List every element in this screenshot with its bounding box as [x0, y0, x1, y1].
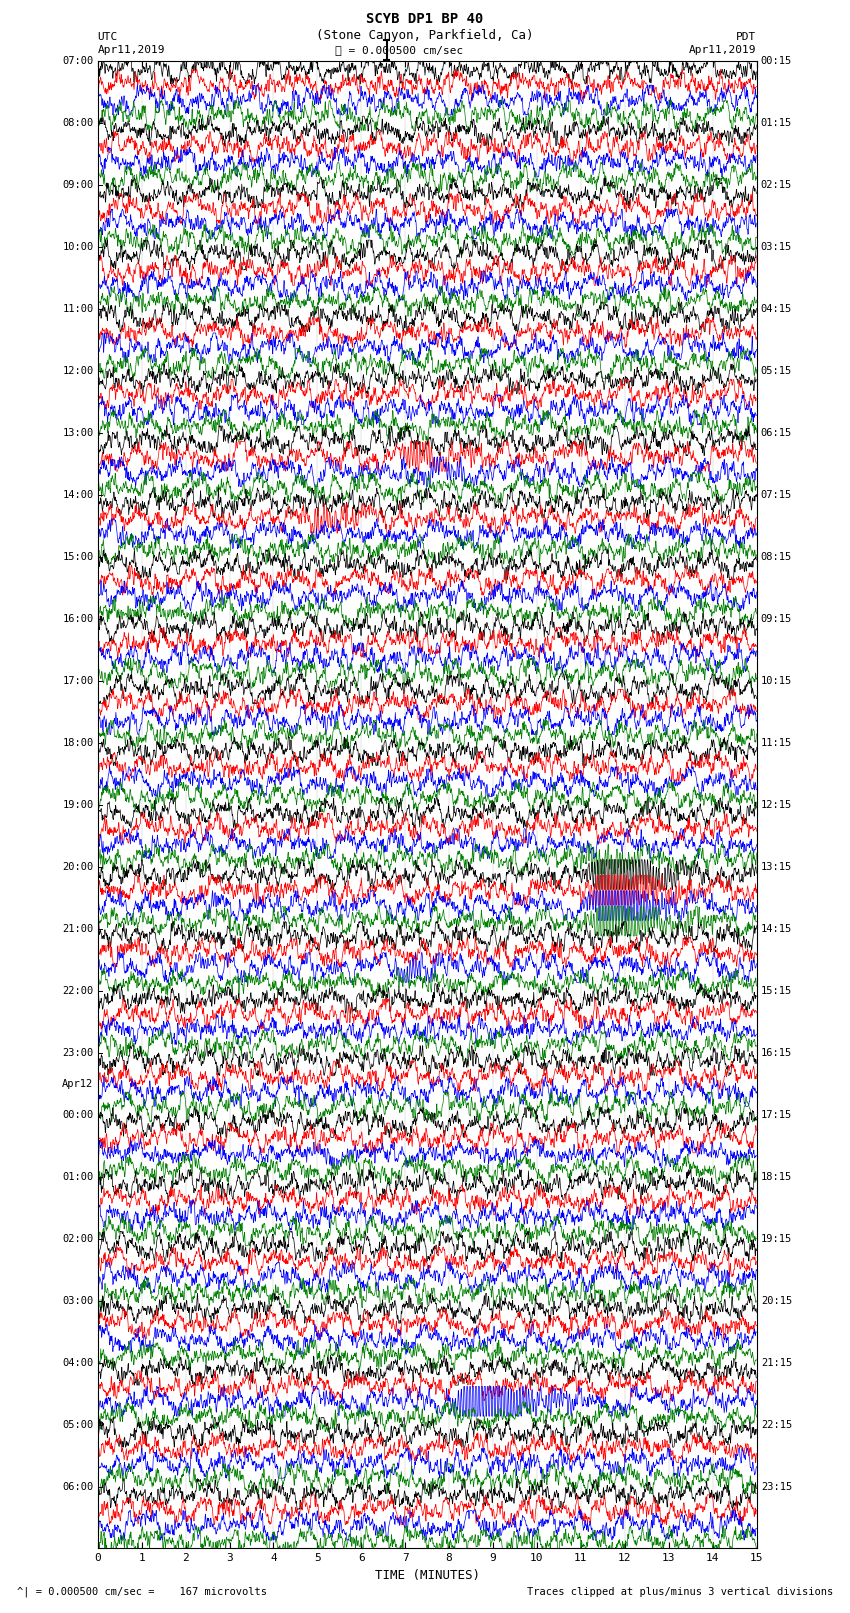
Text: 09:15: 09:15: [761, 615, 792, 624]
Text: 06:15: 06:15: [761, 427, 792, 439]
Text: 02:00: 02:00: [62, 1234, 94, 1244]
Text: 08:15: 08:15: [761, 552, 792, 561]
Text: 19:15: 19:15: [761, 1234, 792, 1244]
Text: 01:15: 01:15: [761, 118, 792, 129]
Text: 01:00: 01:00: [62, 1171, 94, 1182]
Text: 03:00: 03:00: [62, 1295, 94, 1305]
Text: ⏴ = 0.000500 cm/sec: ⏴ = 0.000500 cm/sec: [336, 45, 463, 55]
Text: PDT: PDT: [736, 32, 756, 42]
Text: 20:00: 20:00: [62, 861, 94, 873]
Text: 05:00: 05:00: [62, 1419, 94, 1429]
Text: 00:15: 00:15: [761, 56, 792, 66]
Text: 05:15: 05:15: [761, 366, 792, 376]
Text: 15:15: 15:15: [761, 986, 792, 995]
Text: 23:15: 23:15: [761, 1481, 792, 1492]
Text: 07:15: 07:15: [761, 490, 792, 500]
Text: 21:15: 21:15: [761, 1358, 792, 1368]
Text: Apr11,2019: Apr11,2019: [98, 45, 165, 55]
Text: 15:00: 15:00: [62, 552, 94, 561]
Text: 13:15: 13:15: [761, 861, 792, 873]
Text: 09:00: 09:00: [62, 181, 94, 190]
Text: 22:00: 22:00: [62, 986, 94, 995]
X-axis label: TIME (MINUTES): TIME (MINUTES): [375, 1569, 479, 1582]
Text: 16:00: 16:00: [62, 615, 94, 624]
Text: Apr12: Apr12: [62, 1079, 94, 1089]
Text: SCYB DP1 BP 40: SCYB DP1 BP 40: [366, 11, 484, 26]
Text: (Stone Canyon, Parkfield, Ca): (Stone Canyon, Parkfield, Ca): [316, 29, 534, 42]
Text: 21:00: 21:00: [62, 924, 94, 934]
Text: 11:00: 11:00: [62, 305, 94, 315]
Text: 16:15: 16:15: [761, 1048, 792, 1058]
Text: 00:00: 00:00: [62, 1110, 94, 1119]
Text: 17:15: 17:15: [761, 1110, 792, 1119]
Text: 18:00: 18:00: [62, 737, 94, 748]
Text: 20:15: 20:15: [761, 1295, 792, 1305]
Text: 19:00: 19:00: [62, 800, 94, 810]
Text: 06:00: 06:00: [62, 1481, 94, 1492]
Text: 07:00: 07:00: [62, 56, 94, 66]
Text: 13:00: 13:00: [62, 427, 94, 439]
Text: 14:00: 14:00: [62, 490, 94, 500]
Text: 23:00: 23:00: [62, 1048, 94, 1058]
Text: Traces clipped at plus/minus 3 vertical divisions: Traces clipped at plus/minus 3 vertical …: [527, 1587, 833, 1597]
Text: ^| = 0.000500 cm/sec =    167 microvolts: ^| = 0.000500 cm/sec = 167 microvolts: [17, 1586, 267, 1597]
Text: 04:00: 04:00: [62, 1358, 94, 1368]
Text: 17:00: 17:00: [62, 676, 94, 686]
Text: 11:15: 11:15: [761, 737, 792, 748]
Text: 18:15: 18:15: [761, 1171, 792, 1182]
Text: 12:15: 12:15: [761, 800, 792, 810]
Text: 10:00: 10:00: [62, 242, 94, 252]
Text: 02:15: 02:15: [761, 181, 792, 190]
Text: Apr11,2019: Apr11,2019: [689, 45, 756, 55]
Text: UTC: UTC: [98, 32, 118, 42]
Text: 22:15: 22:15: [761, 1419, 792, 1429]
Text: 10:15: 10:15: [761, 676, 792, 686]
Text: 03:15: 03:15: [761, 242, 792, 252]
Text: 08:00: 08:00: [62, 118, 94, 129]
Text: 04:15: 04:15: [761, 305, 792, 315]
Text: 12:00: 12:00: [62, 366, 94, 376]
Text: 14:15: 14:15: [761, 924, 792, 934]
